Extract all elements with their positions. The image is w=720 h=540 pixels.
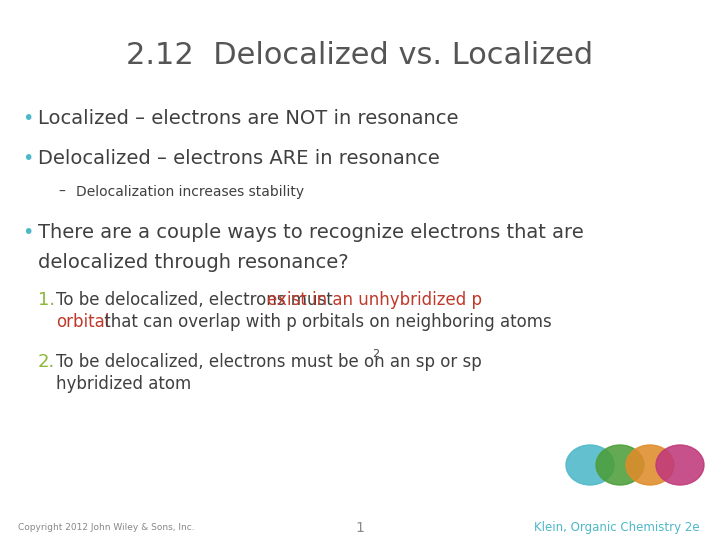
Ellipse shape — [626, 445, 674, 485]
Text: exist in an unhybridized p: exist in an unhybridized p — [267, 291, 482, 309]
Text: orbital: orbital — [56, 313, 109, 331]
Text: Delocalization increases stability: Delocalization increases stability — [76, 185, 304, 199]
Text: Delocalized – electrons ARE in resonance: Delocalized – electrons ARE in resonance — [38, 148, 440, 167]
Text: To be delocalized, electrons must: To be delocalized, electrons must — [56, 291, 338, 309]
Text: To be delocalized, electrons must be on an sp or sp: To be delocalized, electrons must be on … — [56, 353, 482, 371]
Ellipse shape — [656, 445, 704, 485]
Text: that can overlap with p orbitals on neighboring atoms: that can overlap with p orbitals on neig… — [99, 313, 552, 331]
Text: •: • — [22, 148, 33, 167]
Text: 2: 2 — [372, 349, 379, 359]
Ellipse shape — [596, 445, 644, 485]
Text: delocalized through resonance?: delocalized through resonance? — [38, 253, 348, 272]
Text: Copyright 2012 John Wiley & Sons, Inc.: Copyright 2012 John Wiley & Sons, Inc. — [18, 523, 194, 532]
Text: Localized – electrons are NOT in resonance: Localized – electrons are NOT in resonan… — [38, 109, 459, 127]
Text: 2.: 2. — [38, 353, 55, 371]
Text: 1: 1 — [356, 521, 364, 535]
Text: –: – — [58, 185, 65, 199]
Text: •: • — [22, 109, 33, 127]
Ellipse shape — [566, 445, 614, 485]
Text: 1.: 1. — [38, 291, 55, 309]
Text: •: • — [22, 222, 33, 241]
Text: hybridized atom: hybridized atom — [56, 375, 192, 393]
Text: 2.12  Delocalized vs. Localized: 2.12 Delocalized vs. Localized — [127, 40, 593, 70]
Text: There are a couple ways to recognize electrons that are: There are a couple ways to recognize ele… — [38, 222, 584, 241]
Text: Klein, Organic Chemistry 2e: Klein, Organic Chemistry 2e — [534, 522, 700, 535]
